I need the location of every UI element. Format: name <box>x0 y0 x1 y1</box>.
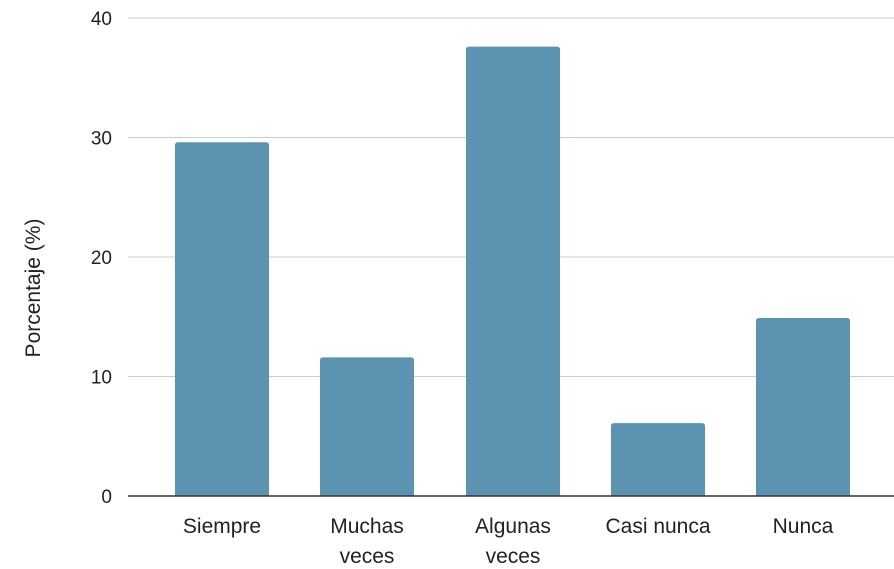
category-label: Casi nunca <box>605 515 710 538</box>
y-tick-label: 0 <box>101 487 112 508</box>
y-tick-label: 10 <box>91 368 112 389</box>
bar <box>756 317 850 496</box>
y-tick-label: 20 <box>91 248 112 269</box>
y-axis-title: Porcentaje (%) <box>22 219 45 358</box>
bar <box>611 423 705 496</box>
bar <box>320 357 414 496</box>
bar <box>466 46 560 497</box>
bar <box>175 142 269 496</box>
bars <box>175 46 850 497</box>
category-label: veces <box>486 545 541 568</box>
y-tick-labels: 0 10 20 30 40 <box>91 9 112 508</box>
category-labels: Siempre Muchas veces Algunas veces Casi nunca… <box>183 515 834 568</box>
y-tick-label: 30 <box>91 129 112 150</box>
y-tick-label: 40 <box>91 9 112 30</box>
category-label: Muchas <box>330 515 404 538</box>
category-label: Siempre <box>183 515 261 538</box>
category-label: veces <box>340 545 395 568</box>
category-label: Algunas <box>475 515 551 538</box>
category-label: Nunca <box>773 515 834 538</box>
